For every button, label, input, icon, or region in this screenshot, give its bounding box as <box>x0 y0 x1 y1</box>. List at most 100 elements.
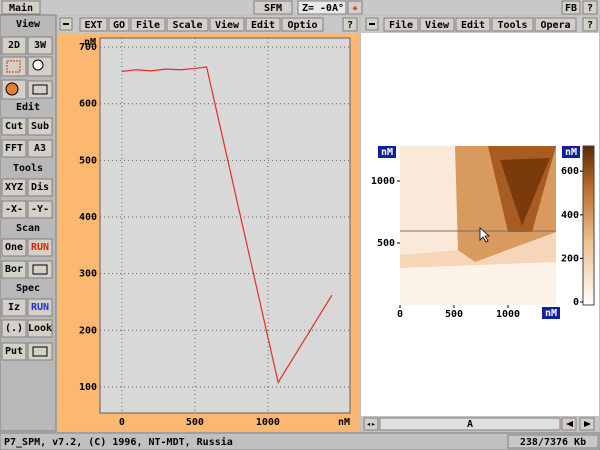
tool-label: FFT <box>5 143 23 154</box>
menu-label: Edit <box>251 19 275 31</box>
menu-label: EXT <box>84 20 102 31</box>
section-title: Edit <box>16 101 40 113</box>
tool-button[interactable] <box>1 260 27 279</box>
menu-item[interactable] <box>245 17 281 32</box>
tool-label: XYZ <box>5 182 23 193</box>
x-tick-label: 500 <box>445 309 463 320</box>
arrow-icon <box>584 421 591 427</box>
tool-button[interactable] <box>1 298 27 317</box>
image-region <box>500 158 550 226</box>
y-axis-label: nM <box>84 37 96 48</box>
help-button[interactable] <box>582 17 598 32</box>
menu-label: View <box>425 19 450 31</box>
unit-badge <box>542 307 560 319</box>
tool-button[interactable] <box>1 238 27 257</box>
menu-item[interactable] <box>455 17 491 32</box>
main-button[interactable] <box>1 0 41 15</box>
scroll-track[interactable] <box>379 417 561 431</box>
menu-item[interactable] <box>79 17 108 32</box>
tool-button[interactable] <box>1 139 27 158</box>
y-tick-label: 300 <box>79 269 97 280</box>
right-menu: File View Edit Tools Opera? <box>383 17 598 32</box>
folder-icon <box>32 346 48 357</box>
tool-label: One <box>5 242 23 253</box>
help-button[interactable] <box>582 0 598 15</box>
left-menu: EXT GO File Scale View Edit Optio? <box>79 17 358 32</box>
help-button[interactable] <box>342 17 358 32</box>
y-tick-label: 500 <box>79 155 97 166</box>
unit-badge <box>378 146 396 158</box>
mode-button[interactable] <box>253 0 293 15</box>
menu-item[interactable] <box>166 17 209 32</box>
tool-label: Cut <box>5 121 23 132</box>
fb-button[interactable] <box>561 0 581 15</box>
memory-text: 238/7376 Kb <box>520 437 586 448</box>
tool-button[interactable] <box>27 178 53 197</box>
menu-label: Scale <box>172 20 202 31</box>
colorbar-tick-label: 400 <box>561 210 579 221</box>
unit-label: nM <box>545 308 557 319</box>
tool-label: (.) <box>5 323 23 334</box>
tool-button[interactable] <box>1 36 27 55</box>
tool-button[interactable] <box>27 342 53 361</box>
scroll-icon: ◂▸ <box>366 420 376 429</box>
tool-label: -X- <box>5 204 23 215</box>
tool-button[interactable] <box>27 260 53 279</box>
palette-icon <box>5 82 19 96</box>
section-title: Scan <box>16 223 40 234</box>
z-value: -0A° <box>320 3 344 14</box>
x-tick-label: 1000 <box>256 417 280 428</box>
x-tick-label: 0 <box>119 417 125 428</box>
section-title: Spec <box>16 283 40 294</box>
memory-box <box>507 434 599 449</box>
y-tick-label: 600 <box>79 99 97 110</box>
scroll-label: A <box>467 419 473 430</box>
tool-label: Dis <box>31 181 49 193</box>
colorbar-tick-label: 600 <box>561 166 579 177</box>
tool-button[interactable] <box>1 56 27 77</box>
tool-button[interactable] <box>27 200 53 219</box>
help-label: ? <box>347 20 353 31</box>
tool-button[interactable] <box>1 178 27 197</box>
menu-item[interactable] <box>534 17 577 32</box>
tool-button[interactable] <box>27 36 53 55</box>
tool-button[interactable] <box>1 117 27 136</box>
menu-item[interactable] <box>130 17 166 32</box>
scroll-both[interactable] <box>363 417 379 431</box>
tool-button[interactable] <box>27 80 53 99</box>
tool-label: Put <box>5 346 23 357</box>
menu-item[interactable] <box>383 17 419 32</box>
menu-item[interactable] <box>209 17 245 32</box>
x-tick-label: 1000 <box>496 309 520 320</box>
menu-label: Optio <box>287 19 317 31</box>
main-label: Main <box>9 2 33 14</box>
arrow-icon <box>566 421 573 427</box>
y-tick-label: 100 <box>79 382 97 393</box>
tool-button[interactable] <box>1 200 27 219</box>
tool-button[interactable] <box>27 319 53 338</box>
folder-icon <box>32 84 48 95</box>
tool-label: Sub <box>31 121 49 132</box>
y-tick-label: 1000 <box>371 176 395 187</box>
section-title: Tools <box>13 163 43 174</box>
image-axes: nM nM nM 0 500 1000 500 1000 0 200 400 600 <box>371 146 583 320</box>
tool-label: RUN <box>31 242 49 253</box>
menu-item[interactable] <box>108 17 130 32</box>
indicator[interactable] <box>347 0 363 15</box>
menu-item[interactable] <box>281 17 324 32</box>
tool-button[interactable] <box>27 139 53 158</box>
unit-label: nM <box>565 147 577 158</box>
y-tick-label: 400 <box>79 212 97 223</box>
menu-item[interactable] <box>419 17 455 32</box>
tool-button[interactable] <box>27 298 53 317</box>
menu-label: GO <box>113 20 125 31</box>
tool-button[interactable] <box>1 342 27 361</box>
tool-button[interactable] <box>27 238 53 257</box>
indicator-icon: ✷ <box>352 3 358 14</box>
plot-area <box>99 37 351 414</box>
menu-label: View <box>215 19 240 31</box>
tool-button[interactable] <box>1 319 27 338</box>
menu-item[interactable] <box>491 17 534 32</box>
tool-label: RUN <box>31 302 49 313</box>
tool-button[interactable] <box>27 117 53 136</box>
